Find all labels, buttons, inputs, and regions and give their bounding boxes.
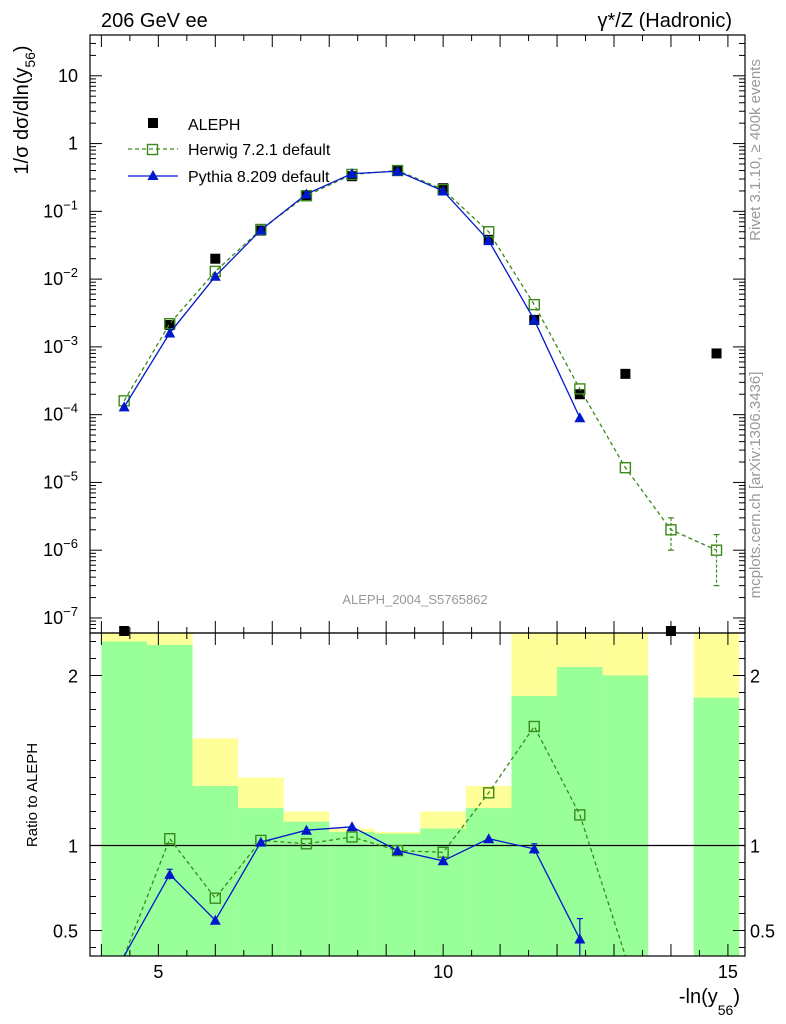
pythia-point <box>574 412 586 423</box>
herwig-ratio-point <box>300 838 313 850</box>
main-y-tick-label: 10 <box>58 66 78 86</box>
x-tick-label: 15 <box>718 962 738 982</box>
herwig-ratio-point <box>346 831 358 843</box>
x-axis-label-close: ) <box>733 986 740 1008</box>
header-left-title: 206 GeV ee <box>101 10 208 32</box>
herwig-ratio-point <box>482 787 495 799</box>
herwig-point <box>665 524 677 536</box>
ratio-y-tick-label-right: 2 <box>750 667 760 687</box>
herwig-ratio-point <box>164 833 176 845</box>
watermark: ALEPH_2004_S5765862 <box>342 592 487 607</box>
x-axis-label-sub: 56 <box>718 1002 734 1018</box>
main-y-tick-label: 10−7 <box>43 604 78 628</box>
herwig-point <box>710 544 723 556</box>
y-axis-label-text: 1/σ dσ/dln(y <box>11 68 33 175</box>
header-right-title: γ*/Z (Hadronic) <box>598 10 732 32</box>
aleph-point <box>164 320 175 331</box>
pythia-ratio-point <box>392 845 404 856</box>
herwig-line <box>123 169 717 551</box>
pythia-point <box>118 401 130 412</box>
pythia-ratio-point <box>255 836 267 847</box>
ratio-band-inner <box>693 697 740 956</box>
legend-pythia-marker <box>147 170 159 180</box>
aleph-point <box>119 626 130 636</box>
main-y-tick-label: 10−1 <box>43 197 78 221</box>
legend-aleph-marker <box>148 118 158 128</box>
rivet-side-label: Rivet 3.1.10, ≥ 400k events <box>747 59 764 241</box>
ratio-band-inner <box>329 831 375 956</box>
pythia-ratio-point <box>437 855 449 866</box>
x-axis-label-text: -ln(y <box>679 986 718 1008</box>
herwig-ratio-point <box>209 892 222 904</box>
pythia-point <box>300 188 312 199</box>
herwig-point <box>619 461 632 474</box>
pythia-ratio-point <box>300 824 312 835</box>
legend-aleph-label: ALEPH <box>188 117 240 134</box>
ratio-band-inner <box>192 786 239 956</box>
herwig-point <box>528 298 540 311</box>
ratio-band-inner <box>602 675 649 956</box>
legend-herwig-label: Herwig 7.2.1 default <box>188 142 331 159</box>
pythia-ratio-point <box>346 821 358 832</box>
pythia-point <box>392 165 404 176</box>
y-axis-label-main: 1/σ dσ/dln(y56) <box>11 45 38 174</box>
main-y-tick-label: 10−5 <box>43 468 78 492</box>
main-y-tick-label: 10−4 <box>43 401 78 425</box>
legend-herwig-marker <box>146 143 159 156</box>
herwig-ratio-point <box>574 809 586 821</box>
pythia-ratio-point <box>209 914 221 925</box>
pythia-ratio-point <box>528 843 540 854</box>
pythia-point <box>346 168 358 179</box>
aleph-point <box>711 348 722 359</box>
aleph-point <box>210 253 221 264</box>
ratio-band-inner <box>557 667 603 956</box>
herwig-point <box>574 383 586 395</box>
pythia-point <box>528 314 540 325</box>
main-y-tick-label: 10−6 <box>43 536 78 560</box>
pythia-point <box>437 185 449 196</box>
x-axis-label: -ln(y56) <box>679 986 740 1018</box>
main-y-tick-label: 10−3 <box>43 333 78 357</box>
pythia-point <box>164 327 176 338</box>
ratio-band-inner <box>420 828 466 956</box>
x-tick-label: 10 <box>433 962 453 982</box>
ratio-band-inner <box>465 808 512 956</box>
pythia-point <box>255 224 267 235</box>
pythia-ratio-point <box>574 933 586 944</box>
legend-pythia-label: Pythia 8.209 default <box>188 169 330 186</box>
pythia-ratio-point <box>483 833 495 844</box>
ratio-band-inner <box>511 695 558 956</box>
main-series-layer <box>118 164 723 636</box>
pythia-ratio-point <box>164 868 176 879</box>
mcplots-side-label: mcplots.cern.ch [arXiv:1306.3436] <box>747 372 764 599</box>
pythia-line <box>123 170 581 419</box>
herwig-ratio-point <box>528 720 540 733</box>
ratio-series-layer <box>123 720 627 957</box>
herwig-ratio-line <box>123 725 627 957</box>
ratio-band-inner <box>146 644 193 956</box>
y-axis-label-ratio: Ratio to ALEPH <box>24 743 41 847</box>
ratio-band-inner <box>283 821 330 956</box>
ratio-y-tick-label: 1 <box>68 837 78 857</box>
ratio-y-tick-label: 2 <box>68 667 78 687</box>
ratio-uncertainty-bands <box>101 633 740 956</box>
x-tick-label: 5 <box>153 962 163 982</box>
ratio-y-tick-label: 0.5 <box>53 922 78 942</box>
pythia-point <box>483 235 495 246</box>
ratio-band-inner <box>238 808 284 956</box>
pythia-point <box>209 270 221 281</box>
main-y-tick-label: 1 <box>68 134 78 154</box>
legend: ALEPH Herwig 7.2.1 default Pythia 8.209 … <box>128 117 331 186</box>
ratio-y-tick-label-right: 0.5 <box>750 922 775 942</box>
y-axis-label-close: ) <box>11 45 33 52</box>
y-axis-label-sub: 56 <box>22 52 38 68</box>
aleph-point <box>620 368 631 379</box>
ratio-y-tick-label-right: 1 <box>750 837 760 857</box>
main-y-tick-label: 10−2 <box>43 265 78 289</box>
ratio-band-inner <box>101 641 147 956</box>
